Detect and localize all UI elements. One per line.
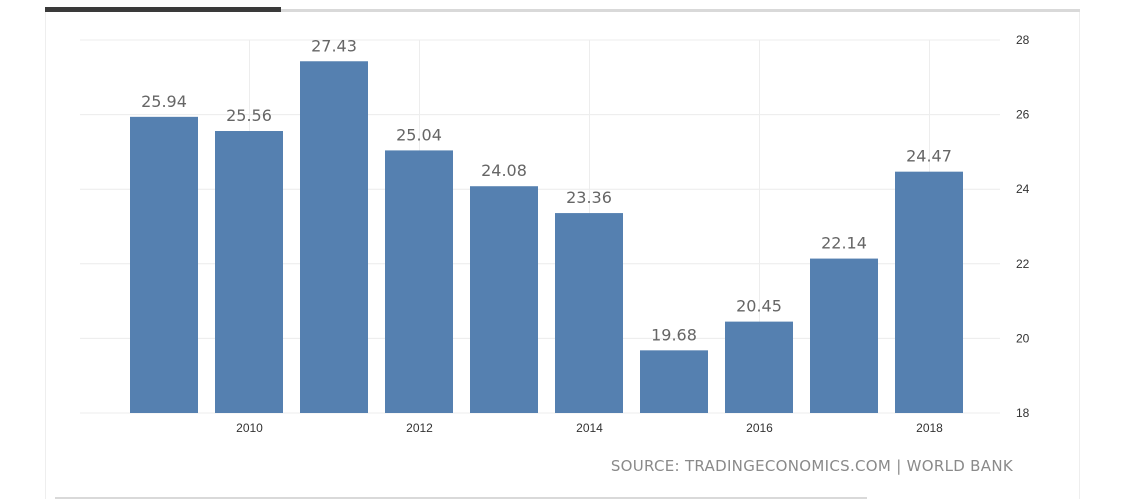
bar bbox=[810, 258, 878, 413]
x-tick-label: 2012 bbox=[406, 421, 433, 435]
bar-value-label: 24.08 bbox=[481, 161, 527, 180]
bar-value-label: 25.04 bbox=[396, 125, 442, 144]
active-tab-indicator bbox=[45, 7, 281, 12]
bar bbox=[725, 321, 793, 413]
bar-value-label: 27.43 bbox=[311, 36, 357, 55]
bar bbox=[215, 131, 283, 413]
y-tick-label: 26 bbox=[1016, 108, 1030, 122]
y-tick-label: 24 bbox=[1016, 182, 1030, 196]
y-tick-label: 20 bbox=[1016, 331, 1030, 345]
x-tick-label: 2014 bbox=[576, 421, 603, 435]
x-tick-label: 2016 bbox=[746, 421, 773, 435]
bar bbox=[895, 171, 963, 413]
y-tick-label: 28 bbox=[1016, 33, 1030, 47]
y-tick-label: 18 bbox=[1016, 406, 1030, 420]
bar-value-label: 23.36 bbox=[566, 188, 612, 207]
x-tick-label: 2010 bbox=[236, 421, 263, 435]
bar-value-label: 24.47 bbox=[906, 147, 952, 166]
bar-value-label: 19.68 bbox=[651, 325, 697, 344]
x-tick-label: 2018 bbox=[916, 421, 943, 435]
bar bbox=[470, 186, 538, 413]
bar-value-label: 25.94 bbox=[141, 92, 187, 111]
bar bbox=[385, 150, 453, 413]
frame-left-border bbox=[45, 12, 46, 499]
bar bbox=[300, 61, 368, 414]
tab-track bbox=[281, 9, 1080, 12]
bar-value-label: 20.45 bbox=[736, 297, 782, 316]
frame-right-border bbox=[1079, 12, 1080, 499]
y-tick-label: 22 bbox=[1016, 257, 1030, 271]
source-note: SOURCE: TRADINGECONOMICS.COM | WORLD BAN… bbox=[610, 457, 1013, 475]
bar bbox=[640, 350, 708, 413]
bar bbox=[555, 213, 623, 413]
bar bbox=[130, 116, 198, 413]
bar-value-label: 25.56 bbox=[226, 106, 272, 125]
bar-value-label: 22.14 bbox=[821, 234, 867, 253]
frame-bottom-border bbox=[55, 497, 867, 499]
